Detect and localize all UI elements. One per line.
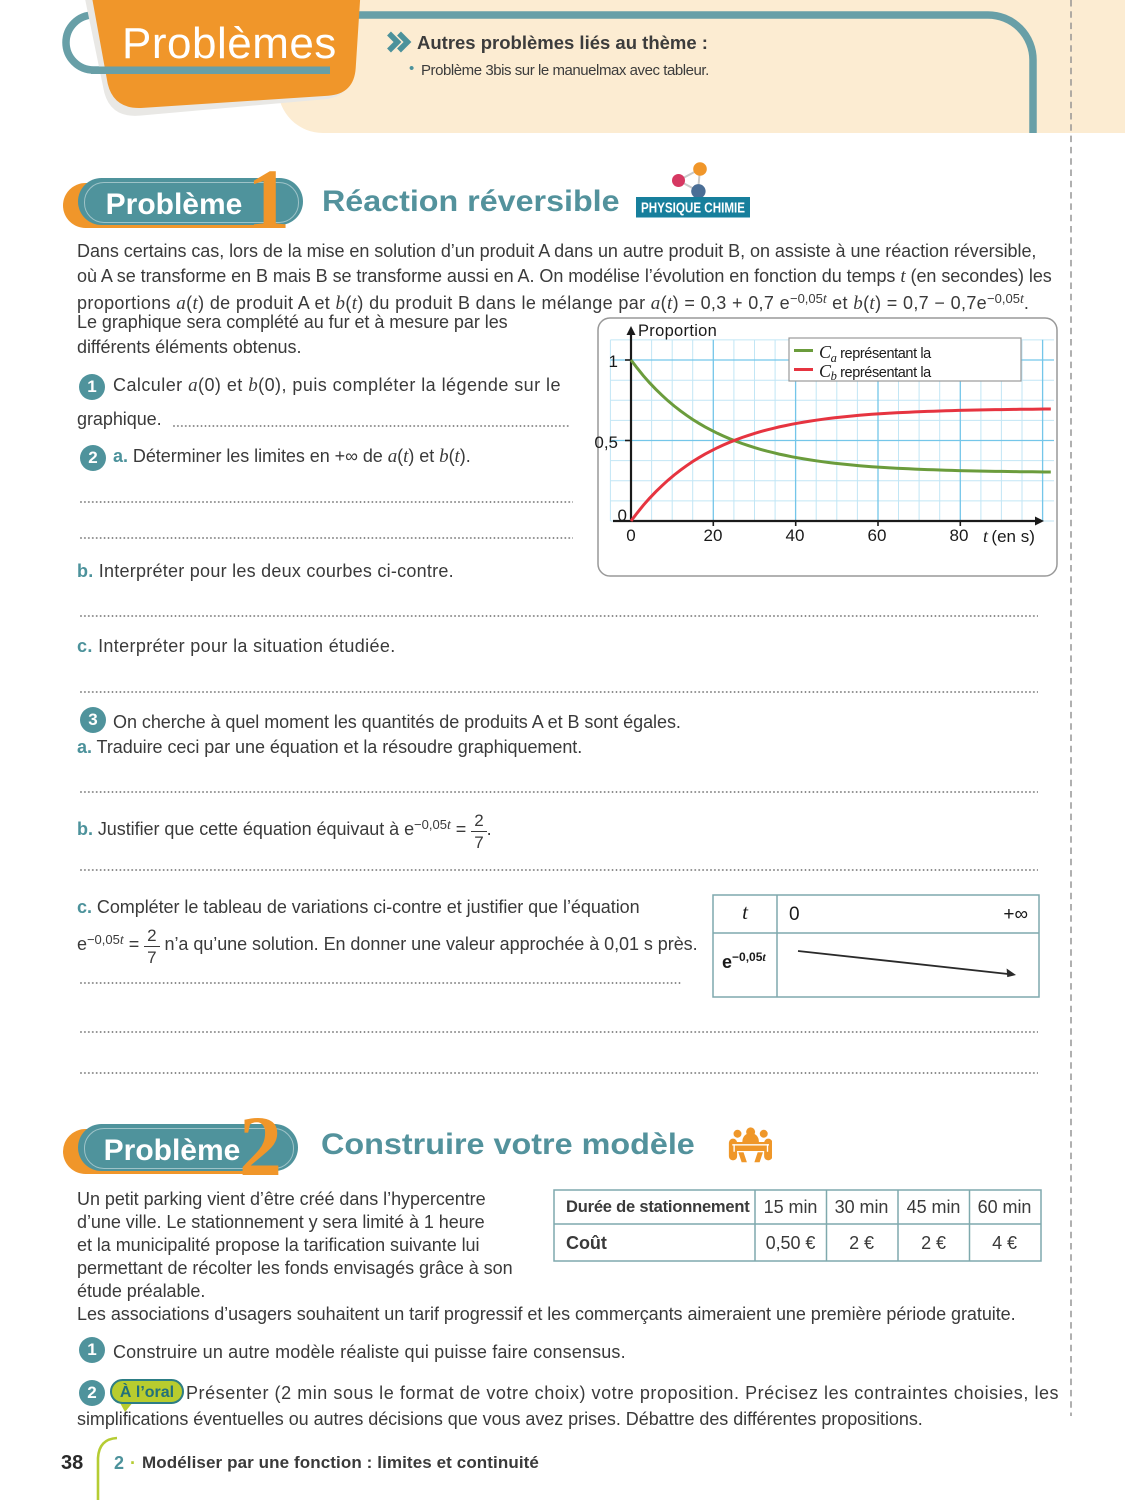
- svg-text:1: 1: [247, 151, 290, 240]
- svg-text:2: 2: [239, 1098, 282, 1188]
- svg-text:PHYSIQUE CHIMIE: PHYSIQUE CHIMIE: [641, 201, 745, 217]
- svg-text:À l’oral: À l’oral: [120, 1382, 174, 1401]
